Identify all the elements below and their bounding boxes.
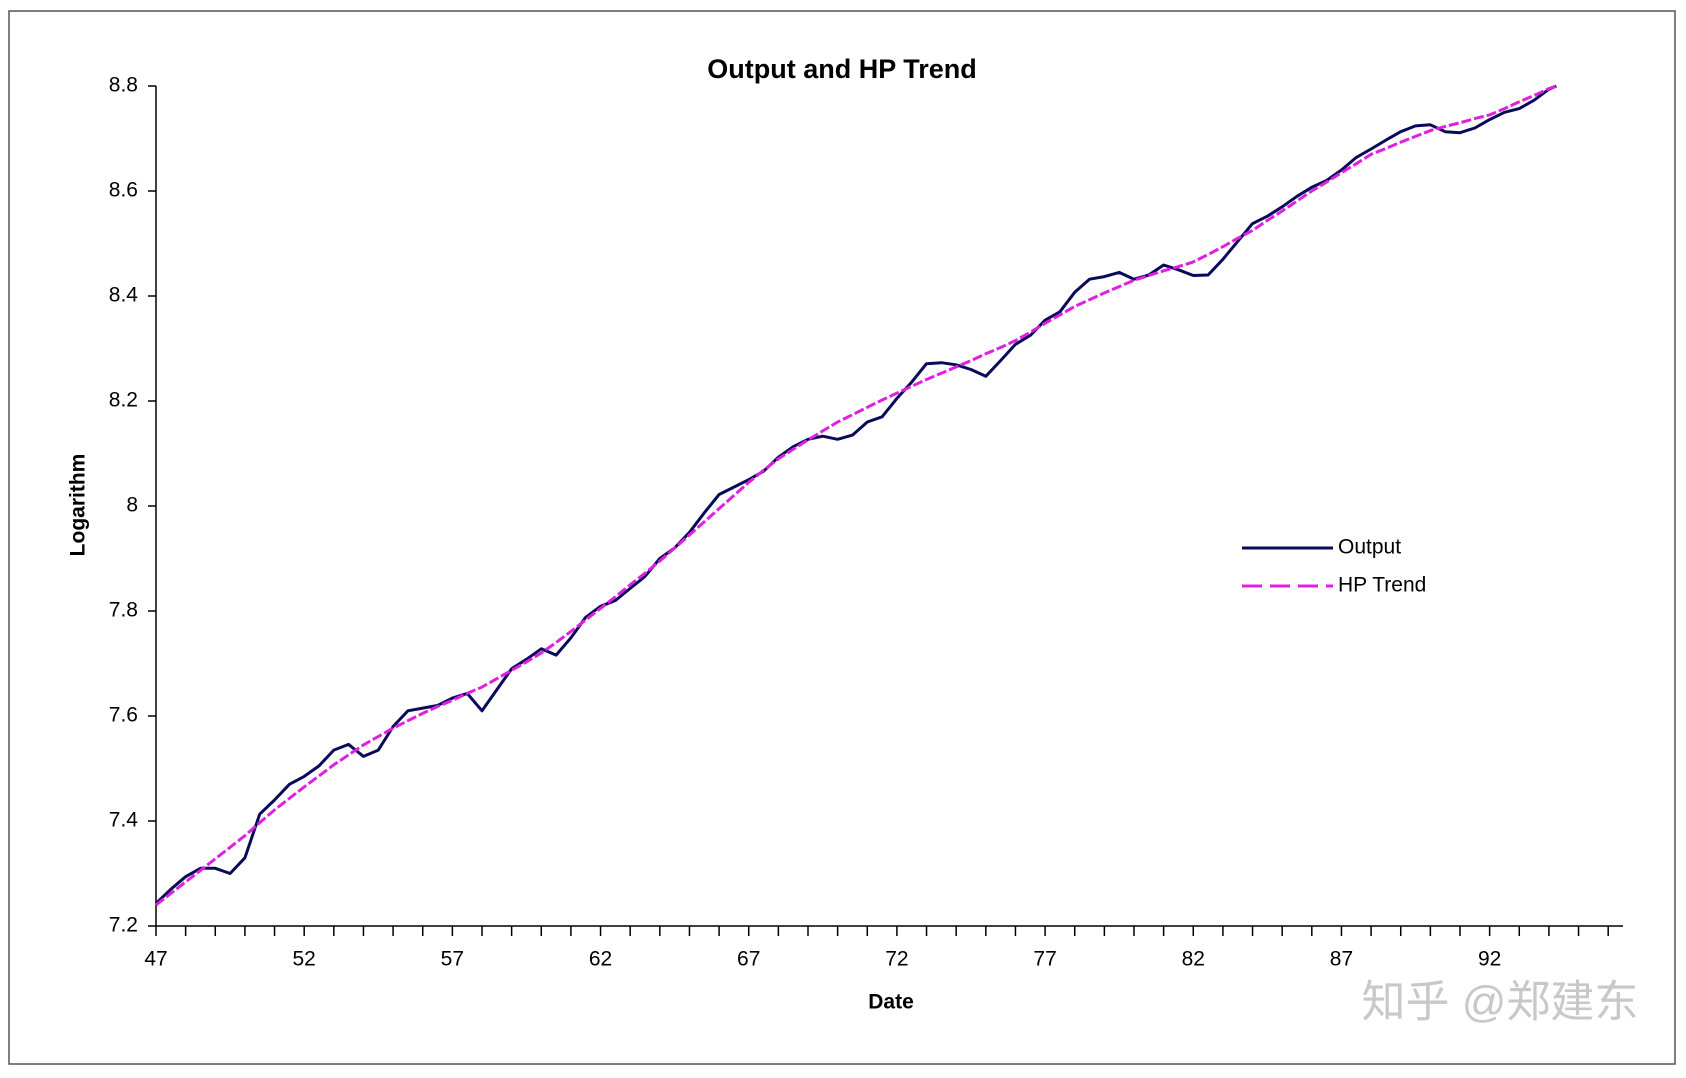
x-tick-label: 52 <box>293 948 316 971</box>
legend-label: HP Trend <box>1338 574 1426 597</box>
y-tick-label: 7.8 <box>109 599 138 622</box>
x-tick-label: 47 <box>144 948 167 971</box>
x-tick-label: 72 <box>885 948 908 971</box>
y-tick-label: 7.2 <box>109 914 138 937</box>
x-tick-label: 57 <box>441 948 464 971</box>
y-axis-label: Logarithm <box>67 454 90 557</box>
x-tick-label: 67 <box>737 948 760 971</box>
watermark: 知乎 @郑建东 <box>1362 978 1639 1027</box>
chart-border <box>8 10 1676 1065</box>
x-tick-label: 77 <box>1033 948 1056 971</box>
y-tick-label: 7.6 <box>109 704 138 727</box>
y-tick-label: 8.4 <box>109 284 139 307</box>
x-tick-label: 82 <box>1182 948 1205 971</box>
legend-label: Output <box>1338 536 1401 559</box>
y-tick-label: 7.4 <box>109 809 139 832</box>
series-line <box>155 84 1557 907</box>
x-tick-label: 87 <box>1330 948 1353 971</box>
y-tick-label: 8.8 <box>109 74 138 97</box>
x-tick-label: 62 <box>589 948 612 971</box>
x-axis-label: Date <box>868 991 914 1014</box>
y-tick-label: 8.6 <box>109 179 138 202</box>
x-tick-label: 92 <box>1478 948 1501 971</box>
y-tick-label: 8 <box>126 494 138 517</box>
y-tick-label: 8.2 <box>109 389 138 412</box>
chart-title: Output and HP Trend <box>707 54 977 84</box>
